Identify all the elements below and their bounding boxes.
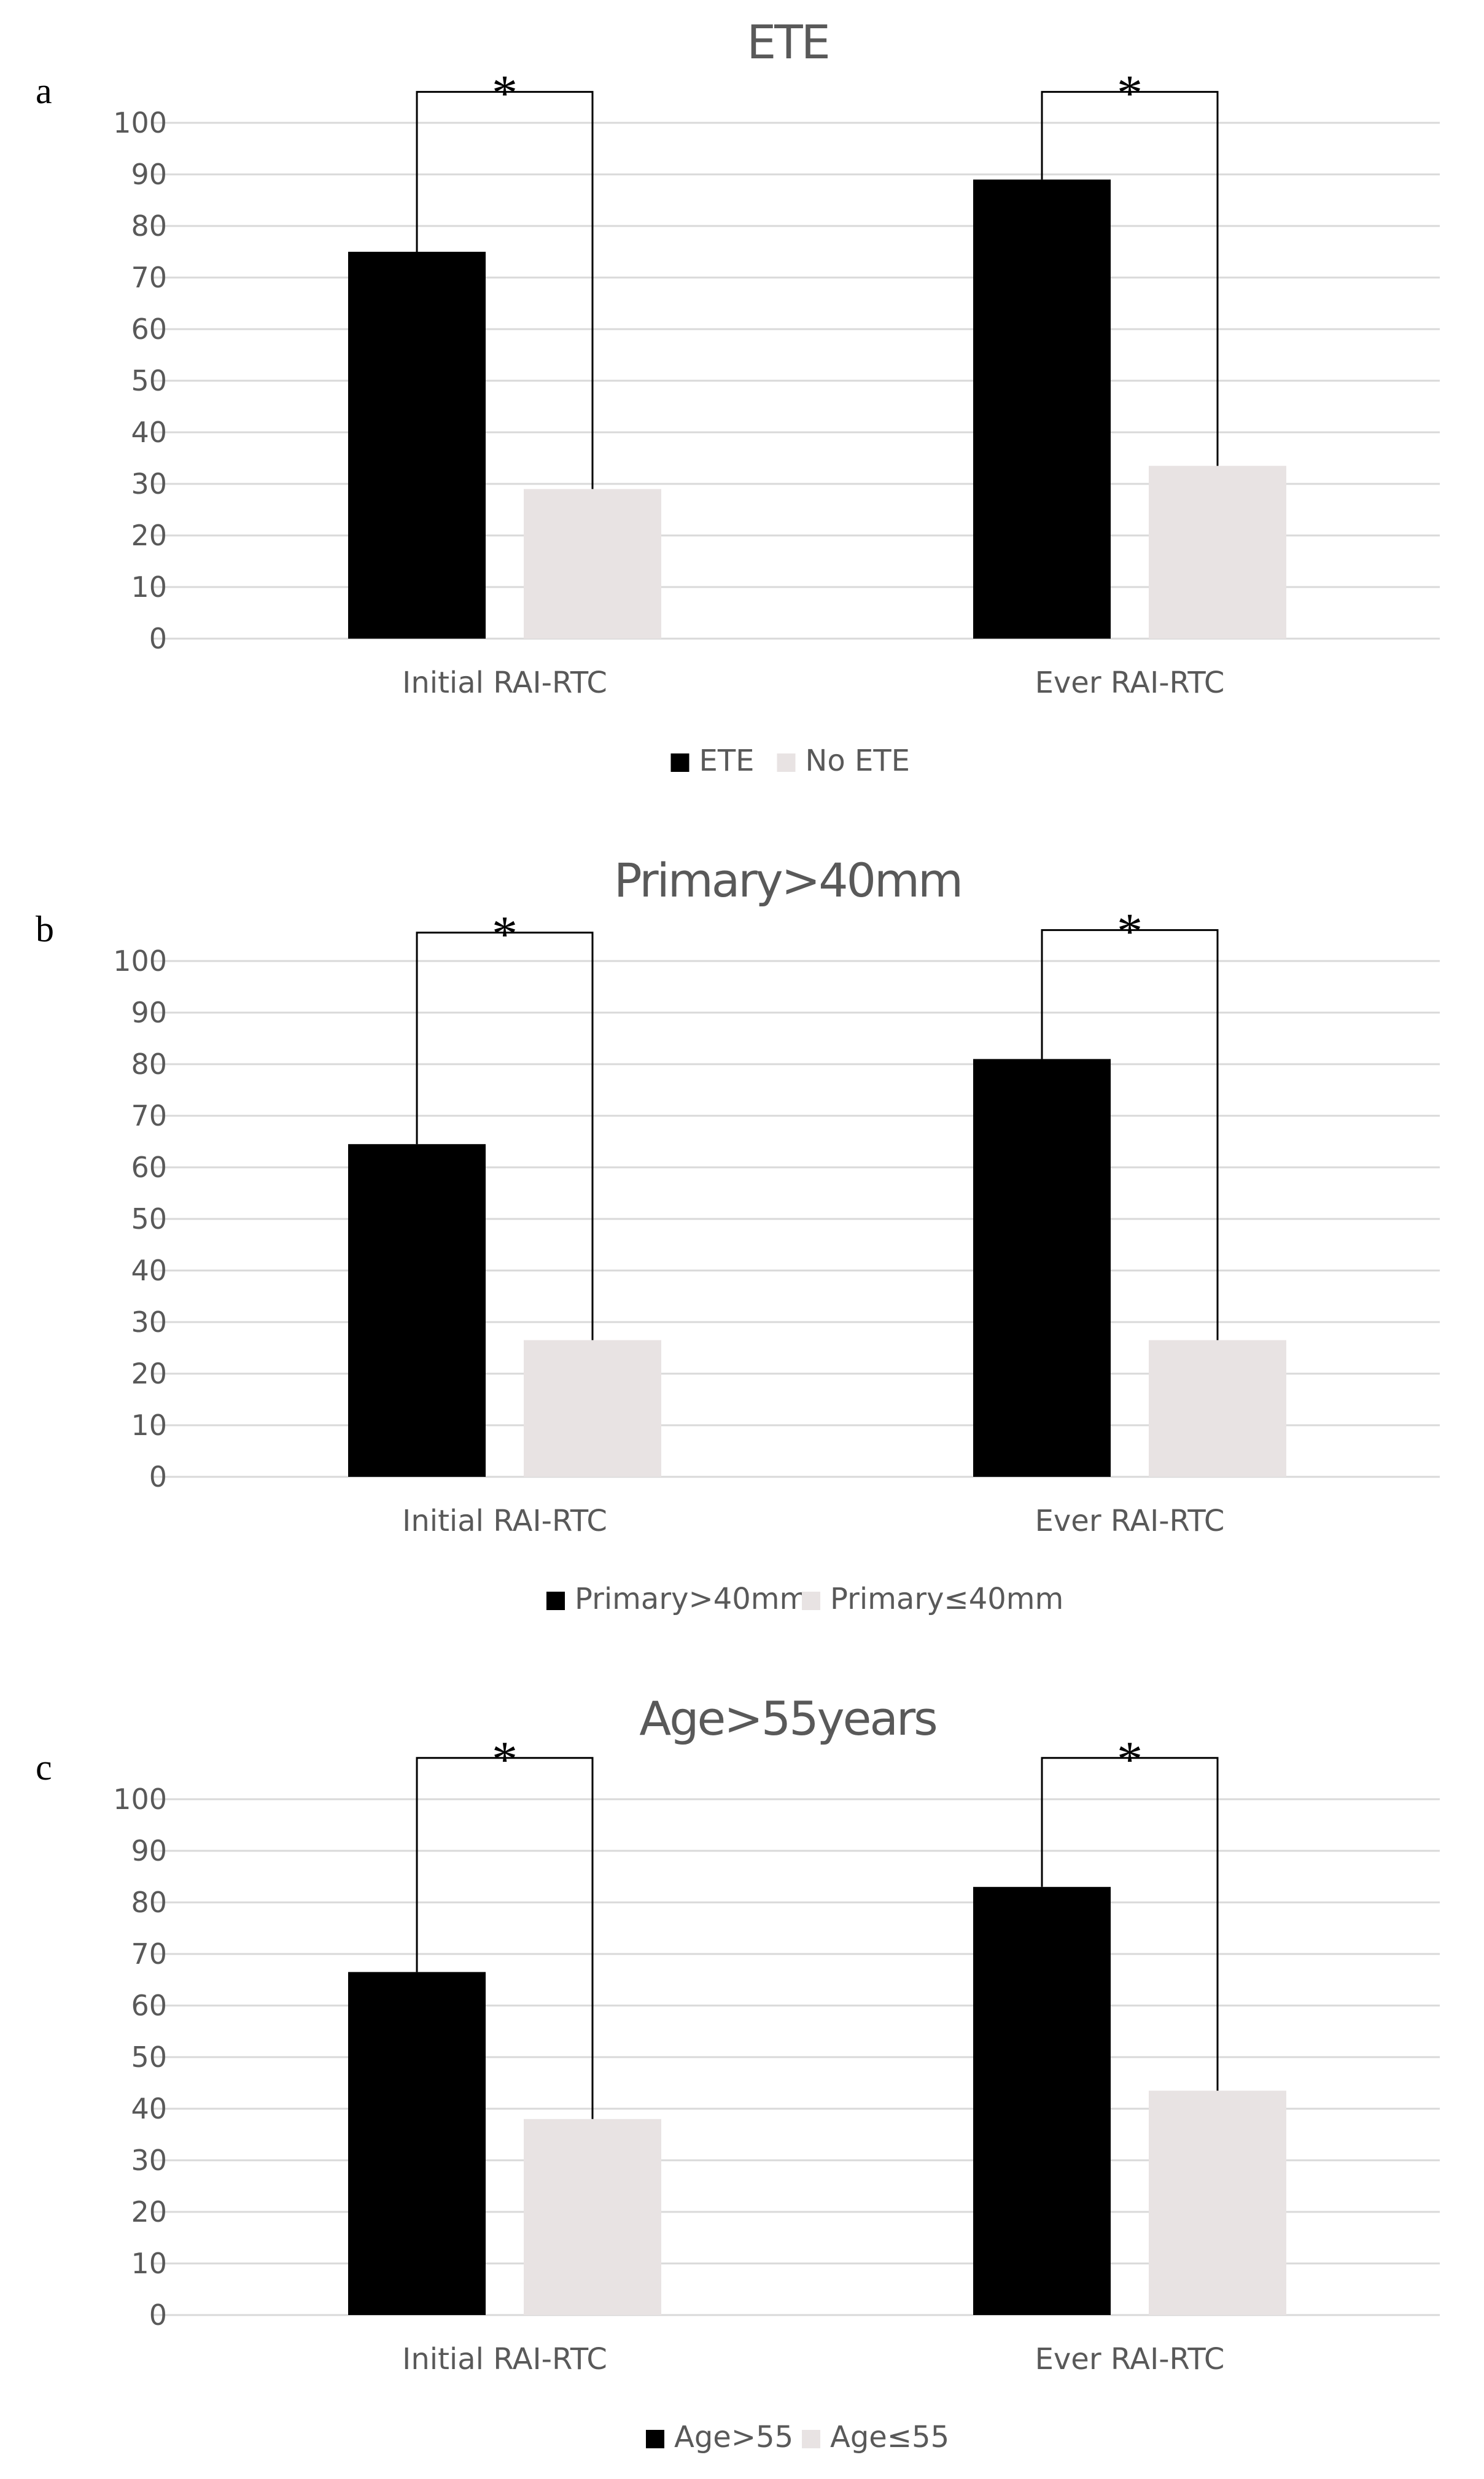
y-tick-label: 70 bbox=[131, 261, 167, 294]
y-tick-label: 10 bbox=[131, 2247, 167, 2280]
significance-star: * bbox=[1117, 903, 1143, 960]
bar-series-b bbox=[1149, 2090, 1286, 2315]
chart-title: Age>55years bbox=[639, 1691, 936, 1746]
bar-series-b bbox=[1149, 1340, 1286, 1477]
y-tick-label: 30 bbox=[131, 1306, 167, 1339]
y-tick-label: 70 bbox=[131, 1937, 167, 1971]
legend-swatch bbox=[802, 1592, 820, 1610]
significance-bracket bbox=[1041, 91, 1219, 466]
y-tick-label: 10 bbox=[131, 1409, 167, 1442]
significance-bracket bbox=[416, 932, 594, 1341]
y-tick-label: 60 bbox=[131, 313, 167, 346]
y-tick-label: 50 bbox=[131, 364, 167, 397]
legend-label: Primary>40mm bbox=[575, 1582, 808, 1616]
significance-bracket bbox=[1041, 929, 1219, 1341]
y-tick-label: 80 bbox=[131, 1886, 167, 1919]
chart-title: ETE bbox=[747, 15, 828, 69]
legend-swatch bbox=[546, 1592, 565, 1610]
category-label: Ever RAI-RTC bbox=[1035, 666, 1225, 700]
y-tick-label: 50 bbox=[131, 2041, 167, 2074]
panel-letter: b bbox=[36, 909, 54, 949]
y-tick-label: 30 bbox=[131, 2144, 167, 2177]
y-tick-label: 70 bbox=[131, 1099, 167, 1132]
bar-series-a bbox=[348, 1144, 486, 1477]
legend-swatch bbox=[646, 2430, 664, 2448]
category-label: Ever RAI-RTC bbox=[1035, 2342, 1225, 2376]
y-tick-label: 20 bbox=[131, 2195, 167, 2228]
y-tick-label: 40 bbox=[131, 1254, 167, 1287]
bar-series-a bbox=[973, 1059, 1111, 1477]
category-label: Initial RAI-RTC bbox=[402, 2342, 607, 2376]
y-tick-label: 0 bbox=[149, 2298, 167, 2332]
legend-label: Primary≤40mm bbox=[830, 1582, 1063, 1616]
significance-star: * bbox=[492, 1731, 518, 1788]
bar-series-a bbox=[348, 1972, 486, 2315]
y-tick-label: 0 bbox=[149, 622, 167, 655]
y-tick-label: 90 bbox=[131, 996, 167, 1029]
legend-swatch bbox=[670, 753, 690, 772]
y-tick-label: 90 bbox=[131, 1834, 167, 1867]
legend-label: Age>55 bbox=[674, 2420, 793, 2454]
bar-series-a bbox=[973, 179, 1111, 639]
significance-bracket bbox=[1041, 1757, 1219, 2091]
y-tick-label: 20 bbox=[131, 1357, 167, 1390]
significance-star: * bbox=[492, 65, 518, 122]
bar-series-a bbox=[348, 252, 486, 639]
y-tick-label: 80 bbox=[131, 1048, 167, 1081]
legend-swatch bbox=[802, 2430, 820, 2448]
bar-series-b bbox=[524, 489, 661, 639]
legend-label: Age≤55 bbox=[830, 2420, 949, 2454]
y-tick-label: 90 bbox=[131, 158, 167, 191]
category-label: Ever RAI-RTC bbox=[1035, 1504, 1225, 1538]
y-tick-label: 40 bbox=[131, 2092, 167, 2125]
y-tick-label: 50 bbox=[131, 1202, 167, 1236]
legend-swatch bbox=[777, 753, 796, 772]
significance-bracket bbox=[416, 91, 594, 489]
y-tick-label: 20 bbox=[131, 519, 167, 552]
y-tick-label: 30 bbox=[131, 467, 167, 500]
bar-series-b bbox=[524, 1340, 661, 1477]
legend-label: No ETE bbox=[806, 744, 911, 778]
y-tick-label: 40 bbox=[131, 416, 167, 449]
y-tick-label: 60 bbox=[131, 1151, 167, 1184]
bar-series-a bbox=[973, 1886, 1111, 2315]
bar-series-b bbox=[1149, 465, 1286, 639]
y-tick-label: 10 bbox=[131, 570, 167, 604]
y-tick-label: 100 bbox=[113, 944, 167, 978]
significance-bracket bbox=[416, 1757, 594, 2119]
chart-title: Primary>40mm bbox=[614, 853, 961, 908]
y-tick-label: 100 bbox=[113, 1783, 167, 1816]
y-tick-label: 60 bbox=[131, 1989, 167, 2022]
y-tick-label: 100 bbox=[113, 106, 167, 139]
y-tick-label: 80 bbox=[131, 209, 167, 243]
significance-star: * bbox=[1117, 65, 1143, 122]
legend-label: ETE bbox=[699, 744, 755, 778]
y-tick-label: 0 bbox=[149, 1460, 167, 1493]
bar-series-b bbox=[524, 2119, 661, 2315]
category-label: Initial RAI-RTC bbox=[402, 1504, 607, 1538]
significance-star: * bbox=[492, 906, 518, 963]
category-label: Initial RAI-RTC bbox=[402, 666, 607, 700]
panel-letter: c bbox=[36, 1747, 52, 1788]
panel-letter: a bbox=[36, 71, 52, 111]
significance-star: * bbox=[1117, 1731, 1143, 1788]
